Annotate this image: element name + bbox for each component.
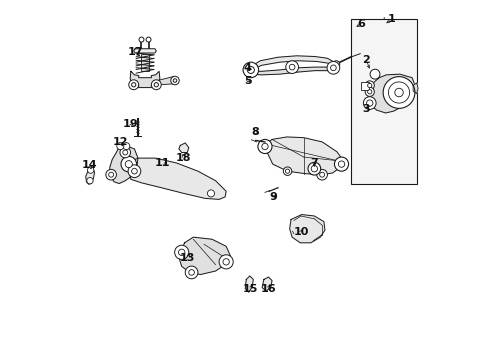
Circle shape [122,143,130,150]
Circle shape [121,156,136,172]
Circle shape [125,161,132,168]
Circle shape [170,76,179,85]
Polygon shape [179,143,188,153]
Circle shape [316,170,327,180]
Text: 8: 8 [251,127,259,138]
Polygon shape [412,83,417,94]
Bar [350,19,417,184]
Text: 17: 17 [128,47,143,57]
Text: 7: 7 [310,158,318,168]
Polygon shape [250,67,336,75]
Polygon shape [249,56,336,71]
Circle shape [105,170,116,180]
Circle shape [383,77,414,108]
Polygon shape [133,49,156,53]
Circle shape [131,83,136,87]
Circle shape [307,162,320,175]
Circle shape [207,190,214,197]
Circle shape [387,82,409,103]
Circle shape [365,81,374,90]
Circle shape [285,61,298,73]
Circle shape [174,245,188,259]
Circle shape [367,83,371,87]
Circle shape [363,97,375,109]
Circle shape [332,61,339,68]
Circle shape [87,177,93,184]
Circle shape [247,66,254,73]
Polygon shape [244,276,253,292]
Polygon shape [130,71,160,87]
Bar [360,82,368,90]
Text: 11: 11 [155,158,170,168]
Text: 1: 1 [387,14,395,24]
Circle shape [122,150,127,155]
Circle shape [334,157,348,171]
Circle shape [139,37,143,42]
Circle shape [146,37,151,42]
Text: 19: 19 [123,118,139,129]
Text: 4: 4 [243,63,251,73]
Text: 15: 15 [243,284,258,294]
Circle shape [366,100,372,106]
Circle shape [330,65,336,71]
Polygon shape [179,237,230,275]
Bar [141,54,149,71]
Circle shape [117,143,123,150]
Circle shape [369,69,379,79]
Circle shape [219,255,233,269]
Polygon shape [262,277,271,291]
Circle shape [173,79,176,82]
Circle shape [185,266,198,279]
Text: 3: 3 [362,104,369,114]
Text: 5: 5 [244,76,251,86]
Circle shape [367,90,371,94]
Circle shape [257,139,271,154]
Text: 9: 9 [269,192,277,202]
Text: 14: 14 [82,160,98,170]
Circle shape [326,62,339,74]
Polygon shape [158,77,176,85]
Circle shape [154,83,158,87]
Text: 13: 13 [179,253,195,263]
Text: 6: 6 [356,19,364,29]
Circle shape [394,88,403,97]
Circle shape [128,165,141,177]
Text: 10: 10 [293,227,308,237]
Circle shape [289,64,294,70]
Text: 18: 18 [176,153,191,163]
Circle shape [151,80,161,90]
Circle shape [285,169,289,173]
Polygon shape [289,215,324,243]
Circle shape [120,147,130,158]
Circle shape [128,80,139,90]
Circle shape [365,87,374,96]
Circle shape [87,167,94,173]
Circle shape [131,168,137,174]
Text: 12: 12 [112,137,128,147]
Circle shape [283,167,291,175]
Polygon shape [109,145,138,184]
Circle shape [178,249,184,256]
Circle shape [319,172,324,177]
Circle shape [310,166,317,172]
Text: 2: 2 [362,55,369,65]
Circle shape [261,143,267,150]
Circle shape [188,270,194,275]
Circle shape [338,161,344,167]
Circle shape [243,62,258,78]
Polygon shape [127,158,225,199]
Circle shape [223,259,229,265]
Text: 16: 16 [260,284,276,294]
Polygon shape [264,137,343,175]
Circle shape [108,172,113,177]
Polygon shape [367,74,414,113]
Polygon shape [85,167,94,184]
